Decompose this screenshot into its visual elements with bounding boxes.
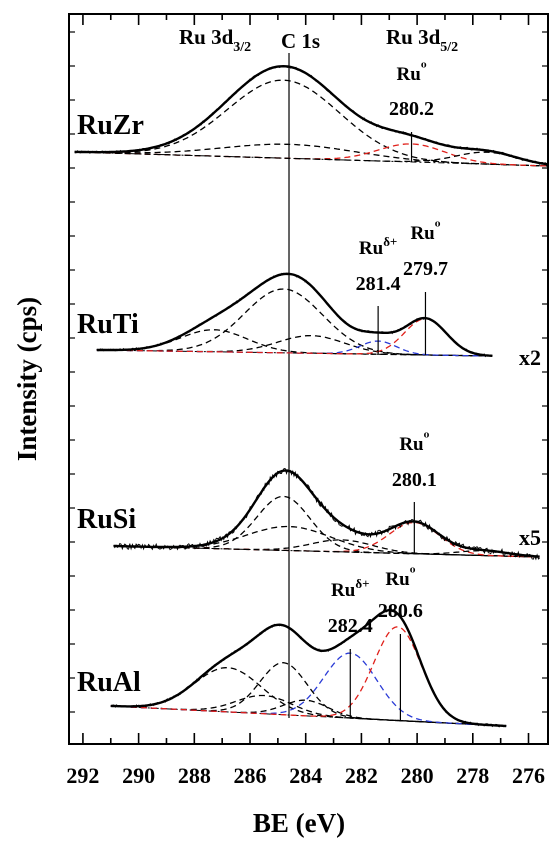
peak-species-label: Ru⁰ bbox=[397, 60, 427, 85]
raw-spectrum bbox=[110, 608, 507, 728]
fit-envelope bbox=[113, 469, 540, 558]
peak-species-label: Ru⁰ bbox=[410, 219, 440, 244]
x-axis-title: BE (eV) bbox=[253, 808, 345, 838]
fit-envelope bbox=[96, 272, 493, 357]
raw-spectrum bbox=[113, 468, 540, 561]
peak-species-label: Ru⁰ bbox=[385, 565, 415, 590]
x-tick-label: 278 bbox=[456, 763, 489, 788]
component-peak-ru0 bbox=[96, 318, 493, 357]
x-tick-label: 282 bbox=[345, 763, 378, 788]
background-line bbox=[74, 151, 549, 167]
x-tick-label: 290 bbox=[122, 763, 155, 788]
component-peak-rud bbox=[110, 652, 507, 727]
ru3d52-label: Ru 3d5/2 bbox=[386, 25, 458, 55]
sample-label-RuZr: RuZr bbox=[77, 110, 144, 141]
x-tick-label: 276 bbox=[512, 763, 545, 788]
annotation-group: Ru 3d3/2 Ru 3d5/2 C 1s RuZr Ru⁰ 280.2 RuTi x2 Ru… bbox=[77, 25, 541, 721]
peak-be-label: 281.4 bbox=[356, 273, 401, 295]
peak-be-label: 280.2 bbox=[389, 98, 434, 120]
sample-label-RuAl: RuAl bbox=[77, 667, 141, 698]
plot-frame bbox=[68, 13, 549, 745]
component-peak-ru0 bbox=[74, 143, 549, 167]
component-peak-c bbox=[74, 143, 549, 167]
peak-species-label: Ruδ+ bbox=[359, 234, 397, 259]
peak-species-label: Ru⁰ bbox=[399, 430, 429, 455]
component-peak-c bbox=[74, 151, 549, 166]
peak-be-label: 280.1 bbox=[392, 469, 437, 491]
x-tick-label: 284 bbox=[289, 763, 322, 788]
sample-label-RuTi: RuTi bbox=[77, 309, 139, 340]
component-peak-c bbox=[110, 662, 507, 727]
axis-ticks: 292 290 288 286 284 282 280 278 276 bbox=[66, 14, 548, 788]
multiplier-label: x5 bbox=[519, 525, 541, 550]
peak-be-label: 279.7 bbox=[403, 258, 448, 280]
x-tick-label: 280 bbox=[401, 763, 434, 788]
component-peak-c bbox=[96, 329, 493, 357]
component-peak-ru0 bbox=[110, 626, 507, 727]
raw-spectrum bbox=[96, 272, 493, 358]
peak-species-label: Ruδ+ bbox=[331, 576, 369, 601]
peak-be-label: 280.6 bbox=[378, 600, 423, 622]
spectra-group bbox=[74, 64, 549, 728]
x-tick-label: 288 bbox=[178, 763, 211, 788]
component-peak-c bbox=[113, 525, 540, 558]
peak-be-label: 282.4 bbox=[328, 615, 373, 637]
x-tick-label: 292 bbox=[66, 763, 99, 788]
sample-label-RuSi: RuSi bbox=[77, 504, 136, 535]
multiplier-label: x2 bbox=[519, 345, 541, 370]
c1s-label: C 1s bbox=[281, 29, 320, 53]
component-peak-rud bbox=[96, 340, 493, 357]
y-axis-title: Intensity (cps) bbox=[12, 297, 42, 461]
ru3d32-label: Ru 3d3/2 bbox=[179, 25, 251, 55]
x-tick-label: 286 bbox=[234, 763, 267, 788]
raw-spectrum bbox=[74, 65, 549, 165]
